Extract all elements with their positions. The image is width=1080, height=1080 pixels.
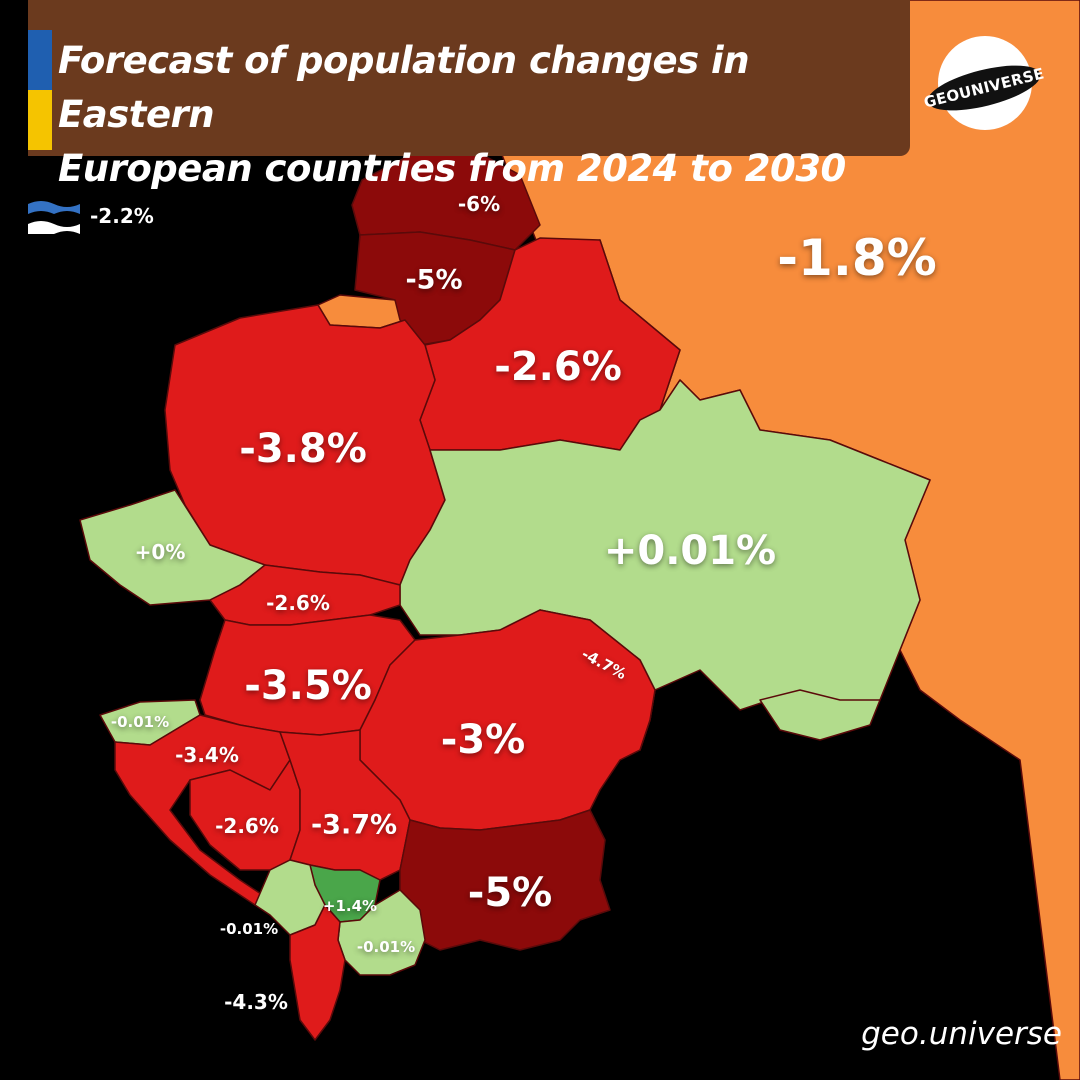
region-value-label: -2.6% (494, 344, 622, 390)
region-value-label: -2.6% (215, 814, 279, 838)
ukraine-flag-icon (28, 30, 52, 150)
page-title: Forecast of population changes in Easter… (58, 34, 908, 196)
region-value-label: +0% (134, 540, 186, 564)
region-value-label: -3.7% (310, 809, 398, 841)
estonia-flag-icon (28, 201, 80, 234)
region-ukraine (399, 379, 931, 751)
region-value-label: -2.6% (266, 591, 330, 615)
title-banner (28, 0, 910, 156)
region-value-label: -3% (440, 717, 526, 763)
region-value-label: -1.8% (777, 229, 937, 287)
region-croatia (114, 714, 291, 906)
region-albania (289, 904, 346, 1041)
title-line-2: European countries from 2024 to 2030 (58, 147, 846, 190)
region-value-label: -5% (467, 870, 553, 916)
title-line-1: Forecast of population changes in Easter… (58, 39, 750, 136)
region-value-label: -6% (457, 192, 501, 216)
region-value-label: -3.5% (244, 663, 372, 709)
region-value-label: -0.01% (110, 713, 170, 731)
region-value-label: -5% (405, 264, 463, 296)
credit: geo.universe (861, 1016, 1062, 1052)
region-value-label: -4.3% (224, 990, 288, 1014)
region-serbia (279, 729, 411, 881)
geouniverse-logo: GEOUNIVERSE (922, 36, 1046, 140)
estonia-inset: -2.2% (28, 198, 154, 234)
region-value-label: -0.01% (356, 938, 416, 956)
region-value-label: +0.01% (603, 528, 777, 574)
region-value-label: -0.01% (219, 920, 279, 938)
region-value-label: -3.4% (175, 743, 239, 767)
estonia-value: -2.2% (90, 204, 154, 228)
region-crimea (759, 689, 881, 741)
region-value-label: -3.8% (239, 426, 367, 472)
region-value-label: +1.4% (322, 897, 378, 915)
